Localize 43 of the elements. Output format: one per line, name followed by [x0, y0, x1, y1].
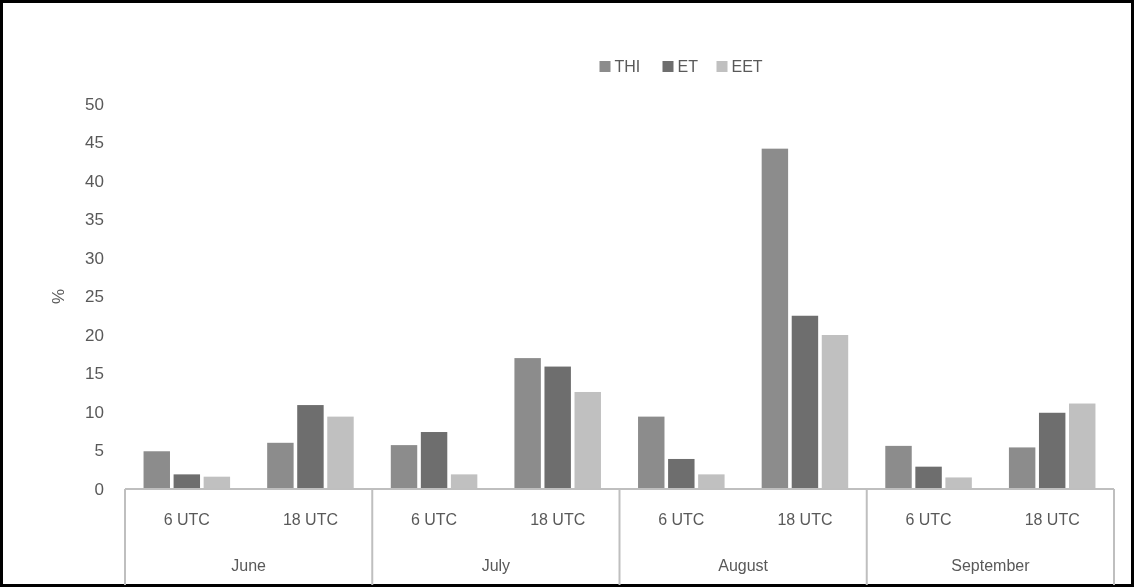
text: June [231, 557, 267, 574]
x-tick-label: 18 UTC [530, 511, 586, 528]
x-tick-label: 6 UTC [163, 511, 210, 528]
legend-label: ET [677, 58, 699, 75]
x-tick-label: 6 UTC [658, 511, 705, 528]
y-tick-label: 10 [85, 402, 104, 422]
y-tick-label: 35 [85, 210, 104, 230]
bar [791, 315, 819, 489]
y-tick-label: 5 [94, 441, 104, 461]
legend-label: EET [731, 58, 763, 75]
y-tick-label: 45 [85, 133, 104, 153]
x-tick-label: 18 UTC [282, 511, 338, 528]
text: July [481, 557, 511, 574]
bar [915, 466, 942, 489]
bar [885, 445, 912, 489]
bar [638, 416, 665, 489]
bar [297, 405, 324, 489]
y-tick-label: 40 [85, 171, 104, 191]
bar [514, 358, 541, 489]
bar [668, 458, 695, 489]
x-tick-label: 18 UTC [1024, 511, 1080, 528]
legend-label: THI [614, 58, 641, 75]
bar [173, 474, 201, 489]
y-tick-label: 0 [94, 479, 104, 499]
bar [1008, 447, 1036, 489]
y-tick-label: 30 [85, 248, 104, 268]
bar [761, 148, 789, 489]
bar [420, 432, 448, 489]
bar [143, 451, 170, 489]
y-tick-label: 25 [85, 287, 104, 307]
y-tick-label: 20 [85, 325, 104, 345]
bar [1038, 412, 1066, 489]
text: August [718, 557, 769, 574]
bar [390, 445, 418, 489]
bar [544, 366, 571, 489]
x-tick-label: 6 UTC [410, 511, 458, 528]
y-axis-title: % [49, 288, 68, 305]
x-tick-label: 6 UTC [905, 511, 952, 528]
text: September [951, 557, 1031, 574]
bar [267, 442, 294, 489]
y-tick-label: 50 [85, 94, 104, 114]
x-tick-label: 18 UTC [777, 511, 833, 528]
y-tick-label: 15 [85, 364, 104, 384]
